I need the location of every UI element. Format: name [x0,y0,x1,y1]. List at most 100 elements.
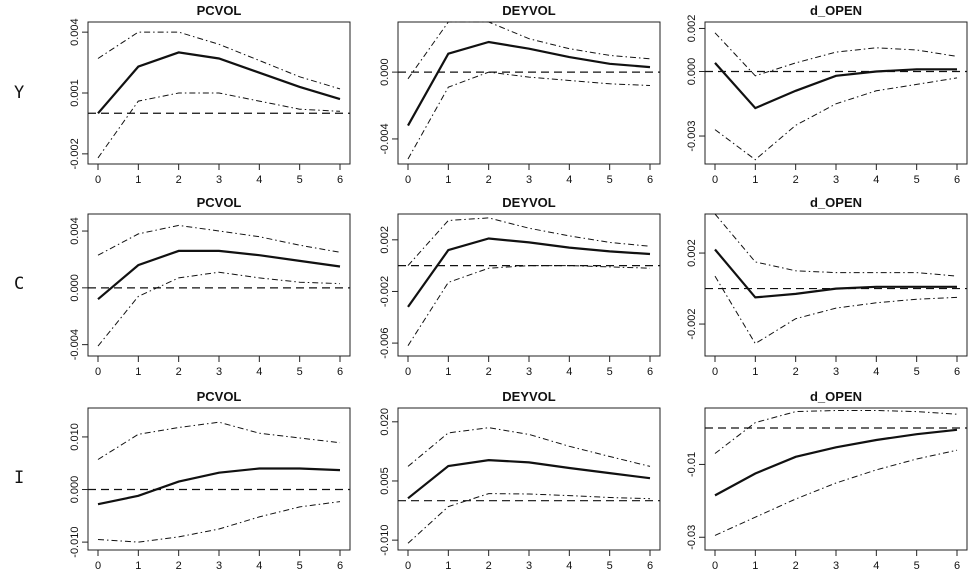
x-tick-label: 5 [607,560,613,572]
y-tick-label: 0.002 [686,15,698,43]
y-tick-label: 0.002 [379,226,391,254]
x-tick-label: 5 [297,174,303,186]
x-tick-label: 6 [954,560,960,572]
x-tick-label: 3 [526,174,532,186]
x-tick-label: 5 [914,174,920,186]
x-tick-label: 0 [712,366,718,378]
y-tick-label: 0.004 [69,217,81,245]
lower-band-line [97,501,341,543]
x-tick-label: 4 [256,174,262,186]
x-tick-label: 1 [135,366,141,378]
upper-band-line [714,32,958,77]
x-tick-label: 1 [445,560,451,572]
x-tick-label: 4 [873,560,879,572]
x-tick-label: 6 [954,174,960,186]
x-tick-label: 5 [914,366,920,378]
irf-panel: DEYVOL 0 1 2 3 4 5 6 -0.004 0.000 [379,3,661,186]
y-tick-label: 0.005 [379,467,391,495]
irf-panel: d_OPEN 0 1 2 3 4 5 6 -0.003 0.000 0.002 [686,3,968,186]
x-tick-label: 1 [752,560,758,572]
irf-panel: PCVOL 0 1 2 3 4 5 6 -0.010 0.000 0.010 [69,389,351,572]
x-tick-label: 0 [405,366,411,378]
x-tick-label: 0 [712,560,718,572]
x-tick-label: 0 [712,174,718,186]
x-tick-label: 3 [833,174,839,186]
x-tick-label: 4 [256,560,262,572]
x-tick-label: 1 [752,174,758,186]
plot-frame [397,407,661,551]
y-tick-label: -0.002 [686,308,698,339]
upper-band-line [407,21,651,80]
y-tick-label: 0.020 [379,408,391,436]
response-line [714,62,957,110]
y-tick-label: 0.010 [69,423,81,451]
x-tick-label: 6 [337,366,343,378]
x-tick-label: 6 [647,560,653,572]
response-line [97,249,341,301]
x-tick-label: 2 [486,174,492,186]
panel-title: DEYVOL [502,195,556,210]
plot-frame [87,213,351,357]
x-tick-label: 6 [337,560,343,572]
response-line [714,248,957,299]
x-tick-label: 3 [833,366,839,378]
y-tick-label: 0.000 [69,274,81,302]
irf-panel: d_OPEN 0 1 2 3 4 5 6 -0.002 0.002 [686,195,968,378]
irf-panel: DEYVOL 0 1 2 3 4 5 6 -0.006 -0.002 0.002 [379,195,661,378]
x-tick-label: 0 [95,560,101,572]
x-tick-label: 1 [445,174,451,186]
x-tick-label: 2 [176,366,182,378]
x-tick-label: 5 [297,560,303,572]
x-tick-label: 5 [607,366,613,378]
x-tick-label: 6 [647,366,653,378]
irf-panel: d_OPEN 0 1 2 3 4 5 6 -0.03 -0.01 [686,389,968,572]
lower-band-line [714,449,958,536]
y-tick-label: 0.000 [379,58,391,86]
lower-band-line [97,271,341,347]
row-label-y: Y [14,83,24,103]
y-tick-label: 0.000 [69,476,81,504]
y-tick-label: 0.001 [69,79,81,107]
response-line [407,40,651,127]
x-tick-label: 3 [833,560,839,572]
upper-band-line [407,427,651,467]
x-tick-label: 4 [873,174,879,186]
y-tick-label: -0.006 [379,327,391,358]
panel-title: PCVOL [197,3,242,18]
plot-frame [704,21,968,165]
response-line [407,458,651,500]
plot-frame [397,21,661,165]
irf-panel: PCVOL 0 1 2 3 4 5 6 -0.002 0.001 0.004 [69,3,351,186]
panel-title: d_OPEN [810,3,862,18]
x-tick-label: 3 [526,366,532,378]
y-tick-label: -0.002 [379,276,391,307]
x-tick-label: 3 [216,174,222,186]
lower-band-line [97,92,341,159]
y-tick-label: -0.004 [379,123,391,154]
lower-band-line [714,275,958,345]
lower-band-line [407,493,651,544]
row-label-c: C [14,274,24,294]
y-tick-label: -0.01 [686,452,698,477]
response-line [407,237,651,308]
x-tick-label: 3 [216,366,222,378]
x-tick-label: 5 [297,366,303,378]
upper-band-line [714,213,958,277]
x-tick-label: 0 [95,366,101,378]
y-tick-label: -0.010 [379,525,391,556]
panel-title: PCVOL [197,195,242,210]
y-tick-label: -0.004 [69,329,81,360]
panel-title: PCVOL [197,389,242,404]
panel-title: d_OPEN [810,195,862,210]
y-tick-label: 0.004 [69,18,81,46]
irf-panel: DEYVOL 0 1 2 3 4 5 6 -0.010 0.005 0.020 [379,389,661,572]
panel-grid: PCVOL 0 1 2 3 4 5 6 -0.002 0.001 0.004 DEYVOL 0 1 2 3 4 5… [69,3,968,572]
response-line [714,428,958,497]
x-tick-label: 0 [95,174,101,186]
x-tick-label: 1 [445,366,451,378]
panel-title: d_OPEN [810,389,862,404]
x-tick-label: 6 [954,366,960,378]
x-tick-label: 2 [176,174,182,186]
panel-title: DEYVOL [502,3,556,18]
